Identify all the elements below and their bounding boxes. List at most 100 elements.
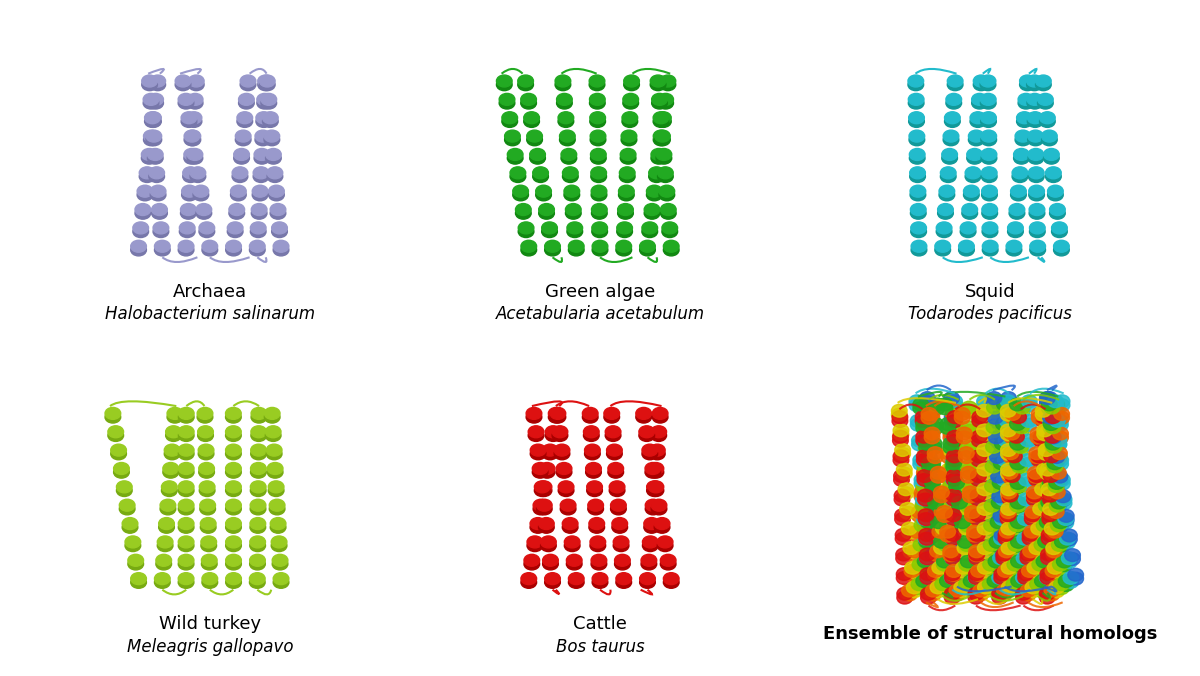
Ellipse shape: [108, 426, 124, 438]
Ellipse shape: [940, 519, 955, 532]
Ellipse shape: [946, 493, 961, 506]
Ellipse shape: [1043, 493, 1058, 506]
Ellipse shape: [142, 75, 157, 87]
Ellipse shape: [982, 208, 997, 219]
Ellipse shape: [1027, 130, 1043, 142]
Ellipse shape: [932, 529, 948, 542]
Ellipse shape: [913, 539, 929, 552]
Ellipse shape: [916, 422, 931, 435]
Ellipse shape: [1008, 226, 1024, 237]
Ellipse shape: [977, 506, 992, 519]
Ellipse shape: [961, 441, 977, 453]
Ellipse shape: [499, 97, 515, 109]
Ellipse shape: [1019, 473, 1034, 486]
Ellipse shape: [541, 222, 557, 234]
Ellipse shape: [1036, 75, 1051, 87]
Ellipse shape: [997, 415, 1013, 428]
Ellipse shape: [1058, 575, 1074, 587]
Ellipse shape: [200, 521, 216, 533]
Ellipse shape: [658, 539, 673, 552]
Ellipse shape: [557, 97, 572, 109]
Ellipse shape: [1014, 152, 1030, 164]
Ellipse shape: [149, 170, 164, 183]
Ellipse shape: [1010, 189, 1026, 201]
Ellipse shape: [946, 533, 961, 545]
Ellipse shape: [178, 97, 194, 109]
Ellipse shape: [955, 565, 971, 578]
Ellipse shape: [499, 93, 515, 105]
Ellipse shape: [952, 496, 967, 509]
Ellipse shape: [919, 552, 935, 564]
Ellipse shape: [920, 572, 936, 584]
Ellipse shape: [895, 529, 911, 541]
Ellipse shape: [978, 565, 994, 578]
Ellipse shape: [122, 518, 138, 529]
Ellipse shape: [653, 112, 668, 124]
Ellipse shape: [931, 520, 947, 533]
Ellipse shape: [562, 149, 577, 160]
Ellipse shape: [660, 78, 676, 91]
Ellipse shape: [1028, 451, 1044, 464]
Ellipse shape: [502, 116, 517, 127]
Ellipse shape: [1049, 414, 1066, 427]
Ellipse shape: [934, 539, 949, 552]
Ellipse shape: [968, 404, 984, 417]
Ellipse shape: [1038, 500, 1054, 512]
Ellipse shape: [1051, 434, 1067, 447]
Ellipse shape: [947, 434, 962, 447]
Ellipse shape: [1037, 431, 1052, 443]
Ellipse shape: [948, 529, 964, 542]
Ellipse shape: [1016, 112, 1032, 124]
Ellipse shape: [1045, 437, 1061, 450]
Ellipse shape: [1036, 411, 1051, 423]
Ellipse shape: [958, 539, 973, 552]
Ellipse shape: [992, 477, 1008, 489]
Ellipse shape: [1031, 454, 1046, 466]
Ellipse shape: [179, 448, 194, 460]
Ellipse shape: [961, 401, 977, 414]
Ellipse shape: [264, 411, 280, 423]
Ellipse shape: [1042, 513, 1057, 525]
Ellipse shape: [650, 426, 666, 438]
Ellipse shape: [592, 573, 608, 585]
Ellipse shape: [1050, 486, 1066, 499]
Ellipse shape: [193, 185, 209, 197]
Ellipse shape: [1036, 78, 1051, 91]
Ellipse shape: [947, 395, 962, 408]
Ellipse shape: [917, 470, 932, 483]
Ellipse shape: [1049, 454, 1064, 466]
Ellipse shape: [592, 554, 607, 566]
Ellipse shape: [984, 500, 1000, 512]
Ellipse shape: [944, 532, 960, 545]
Ellipse shape: [1020, 434, 1036, 447]
Ellipse shape: [926, 441, 942, 454]
Ellipse shape: [533, 466, 548, 478]
Ellipse shape: [614, 554, 630, 566]
Ellipse shape: [937, 402, 953, 414]
Ellipse shape: [1010, 559, 1026, 572]
Ellipse shape: [893, 454, 908, 466]
Ellipse shape: [179, 226, 196, 237]
Ellipse shape: [530, 448, 546, 460]
Ellipse shape: [949, 588, 965, 601]
Ellipse shape: [590, 539, 606, 552]
Ellipse shape: [971, 564, 986, 577]
Ellipse shape: [521, 577, 536, 588]
Ellipse shape: [226, 426, 241, 438]
Ellipse shape: [586, 462, 601, 475]
Ellipse shape: [179, 411, 194, 423]
Ellipse shape: [654, 518, 670, 529]
Ellipse shape: [564, 185, 580, 197]
Ellipse shape: [932, 525, 948, 538]
Ellipse shape: [1046, 497, 1062, 510]
Ellipse shape: [642, 448, 658, 460]
Ellipse shape: [250, 539, 265, 552]
Ellipse shape: [649, 170, 665, 183]
Ellipse shape: [970, 533, 985, 545]
Ellipse shape: [1044, 526, 1060, 539]
Ellipse shape: [944, 464, 960, 477]
Ellipse shape: [1039, 587, 1055, 600]
Ellipse shape: [943, 483, 959, 496]
Ellipse shape: [226, 577, 241, 588]
Ellipse shape: [1001, 487, 1016, 500]
